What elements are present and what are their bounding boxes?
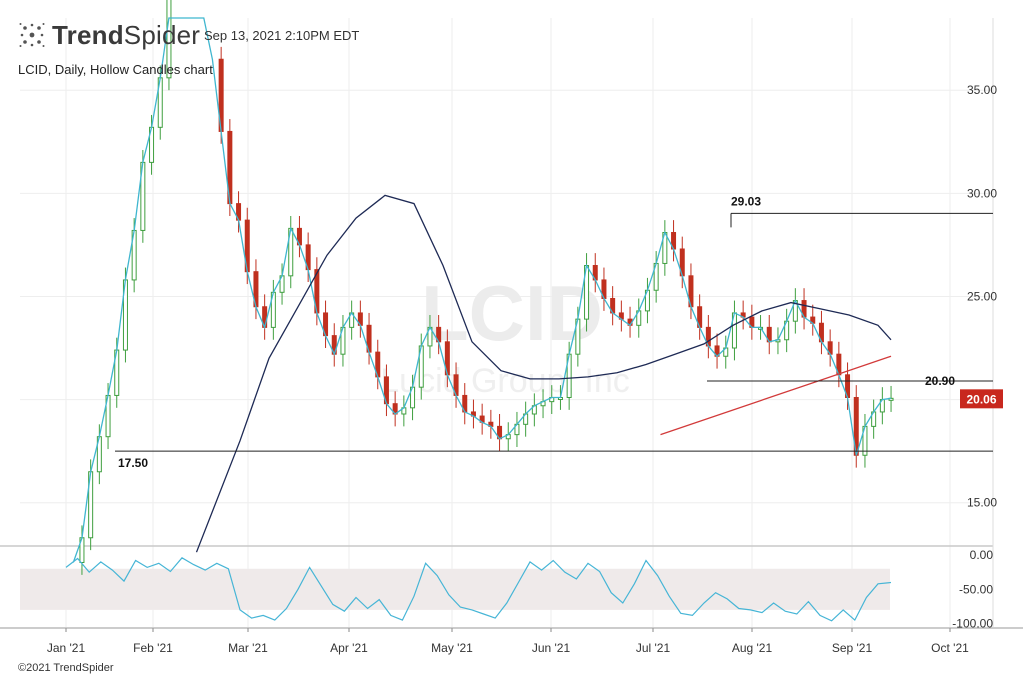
copyright: ©2021 TrendSpider <box>18 662 114 674</box>
last-price-label: 20.06 <box>966 392 996 406</box>
trendline <box>660 355 892 436</box>
time-tick-label: Jun '21 <box>532 641 571 655</box>
oscillator-tick-label: 0.00 <box>970 548 994 562</box>
oscillator-band-fill <box>20 568 890 610</box>
time-tick-label: Jan '21 <box>47 641 86 655</box>
price-tick-label: 30.00 <box>967 186 997 200</box>
price-tick-label: 35.00 <box>967 83 997 97</box>
company-watermark-name: Lucid Group, Inc <box>380 362 629 400</box>
time-tick-label: Mar '21 <box>228 641 268 655</box>
time-tick-label: Feb '21 <box>133 641 173 655</box>
price-tick-label: 15.00 <box>967 496 997 510</box>
time-tick-label: May '21 <box>431 641 473 655</box>
time-tick-label: Jul '21 <box>636 641 671 655</box>
time-tick-label: Aug '21 <box>732 641 773 655</box>
level-label: 17.50 <box>118 456 148 470</box>
price-tick-label: 25.00 <box>967 289 997 303</box>
oscillator-line <box>65 557 892 622</box>
spider-dots-icon <box>19 23 45 47</box>
time-tick-label: Sep '21 <box>832 641 873 655</box>
fast-ema-line <box>72 17 892 563</box>
time-tick-label: Apr '21 <box>330 641 368 655</box>
level-label: 29.03 <box>731 194 761 208</box>
brand-bold: Trend <box>52 19 124 50</box>
time-tick-label: Oct '21 <box>931 641 969 655</box>
last-price-badge <box>960 389 1003 409</box>
chart-subtitle: LCID, Daily, Hollow Candles chart <box>18 62 213 77</box>
indicator-lines <box>65 17 892 622</box>
axes-group: 35.00 30.00 25.00 15.00 0.00 -50.00 -100.00 Jan… <box>0 83 1023 655</box>
brand-name: TrendSpider <box>52 20 200 51</box>
candle-up <box>166 0 172 79</box>
timestamp: Sep 13, 2021 2:10PM EDT <box>204 28 360 43</box>
brand-header: TrendSpider <box>18 18 200 52</box>
level-label: 20.90 <box>925 374 955 388</box>
slow-sma-line <box>195 194 892 553</box>
oscillator-tick-label: -100.00 <box>952 617 993 631</box>
ticker-watermark: LCID Lucid Group, Inc <box>380 269 629 400</box>
oscillator-band <box>20 568 890 610</box>
oscillator-tick-label: -50.00 <box>959 582 993 596</box>
candle-up <box>888 397 894 401</box>
level-lines: 17.50 29.03 20.90 <box>115 194 993 470</box>
brand-light: Spider <box>123 19 201 50</box>
